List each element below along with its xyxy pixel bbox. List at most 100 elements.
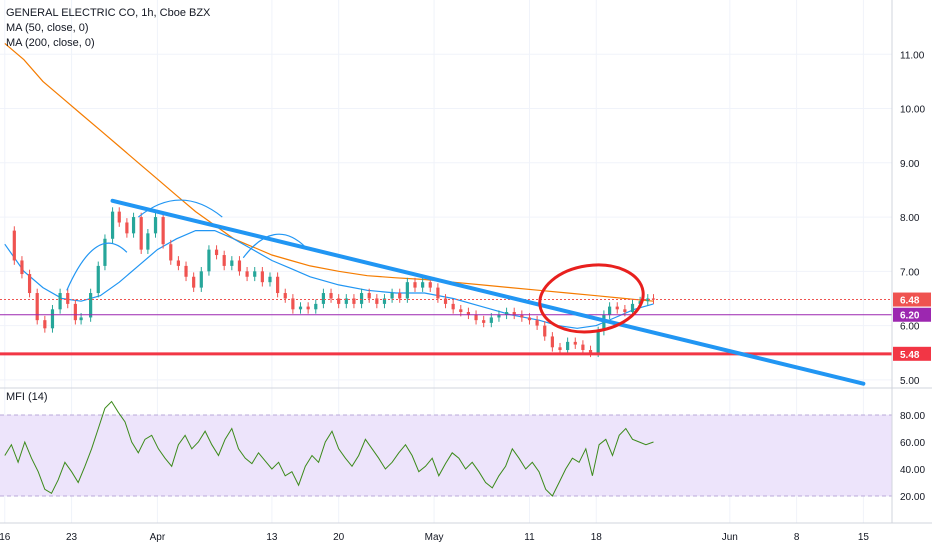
candle-body [482, 320, 486, 323]
candle-body [153, 217, 158, 234]
candle-body [573, 341, 577, 345]
price-badge-label: 5.48 [900, 350, 920, 361]
trendline [110, 198, 866, 386]
ma200-legend[interactable]: MA (200, close, 0) [6, 37, 95, 49]
candle-body [66, 293, 70, 304]
candle-body [646, 298, 650, 302]
candle-body [550, 336, 554, 348]
candle-body [237, 260, 242, 272]
time-tick-label: 8 [794, 532, 800, 543]
price-badge [893, 346, 931, 361]
candle-body [89, 293, 93, 318]
candle-body [421, 282, 425, 288]
ma50-legend[interactable]: MA (50, close, 0) [6, 22, 89, 34]
candle-body [596, 331, 600, 353]
candle-body [451, 303, 455, 310]
candle-body [558, 347, 562, 351]
axes-layer: 5.00 6.00 7.00 8.00 9.00 10.00 11.00 20.00 40.00… [0, 0, 932, 543]
candle-body [405, 282, 409, 299]
candle-body [443, 298, 448, 304]
candle-body [527, 317, 532, 321]
candle-body [43, 320, 47, 329]
candle-body [428, 282, 432, 288]
candle-body [192, 276, 196, 288]
candle-body [214, 249, 219, 256]
candle-body [352, 298, 356, 304]
candle-body [466, 312, 471, 315]
time-tick-label: 20 [333, 532, 345, 543]
candle-body [245, 271, 249, 277]
highlight-circle [538, 263, 645, 334]
candle-body [459, 309, 463, 313]
time-tick-label: Apr [150, 532, 166, 543]
price-badge-label: 6.20 [900, 311, 920, 322]
candle-body [176, 260, 180, 266]
price-tick-label: 7.00 [900, 267, 920, 278]
candle-body [390, 293, 394, 299]
candle-body [608, 306, 612, 315]
candle-body [253, 271, 257, 277]
mfi-tick-label: 20.00 [900, 492, 925, 503]
candle-body [260, 271, 264, 283]
candle-body [321, 293, 326, 304]
candle-body [110, 211, 115, 239]
time-tick-label: 16 [0, 532, 11, 543]
candle-body [35, 293, 39, 321]
candle-body [314, 303, 318, 310]
trendline-layer [110, 198, 866, 386]
ma50-line [4, 230, 654, 329]
candle-body [291, 298, 295, 310]
head-arc [137, 199, 223, 218]
candle-body [436, 287, 440, 299]
time-tick-label: 23 [66, 532, 78, 543]
candle-body [222, 255, 226, 266]
annotations-layer [66, 199, 645, 334]
candle-body [20, 260, 24, 275]
candle-body [103, 238, 107, 266]
candle-body [630, 303, 635, 313]
candle-body [161, 217, 165, 245]
candle-body [306, 306, 310, 310]
price-tick-label: 11.00 [900, 50, 925, 61]
candle-body [474, 314, 478, 321]
candle-body [169, 244, 173, 261]
left-shoulder-arc [66, 242, 128, 291]
candle-body [12, 230, 16, 261]
candle-body [367, 293, 371, 299]
price-tick-label: 6.00 [900, 322, 920, 333]
candle-body [337, 298, 341, 304]
candle-body [581, 344, 585, 351]
mfi-line [4, 400, 654, 497]
candle-body [283, 293, 287, 299]
candle-body [489, 317, 493, 323]
right-shoulder-arc [242, 233, 306, 259]
mfi-legend[interactable]: MFI (14) [6, 391, 48, 403]
candle-body [497, 314, 501, 318]
ma200-line [4, 42, 654, 302]
mfi-tick-label: 40.00 [900, 465, 925, 476]
candle-body [382, 298, 387, 304]
candle-body [651, 298, 656, 300]
candle-body [566, 341, 570, 351]
candle-body [125, 222, 129, 234]
candle-body [58, 293, 62, 310]
candle-body [146, 233, 150, 250]
candle-body [520, 314, 524, 318]
mfi-band-fill [0, 415, 892, 496]
time-tick-label: 13 [266, 532, 278, 543]
time-tick-label: May [425, 532, 444, 543]
price-badge-label: 6.48 [900, 296, 920, 307]
mfi-layer [4, 400, 654, 497]
candle-body [344, 298, 348, 304]
candle-body [230, 260, 234, 266]
candle-body [602, 314, 606, 332]
candle-body [588, 350, 593, 353]
candle-body [131, 217, 136, 234]
candle-body [623, 309, 627, 313]
time-tick-label: 15 [858, 532, 870, 543]
candle-body [413, 282, 417, 288]
mfi-band [0, 414, 892, 497]
candle-body [117, 211, 121, 223]
